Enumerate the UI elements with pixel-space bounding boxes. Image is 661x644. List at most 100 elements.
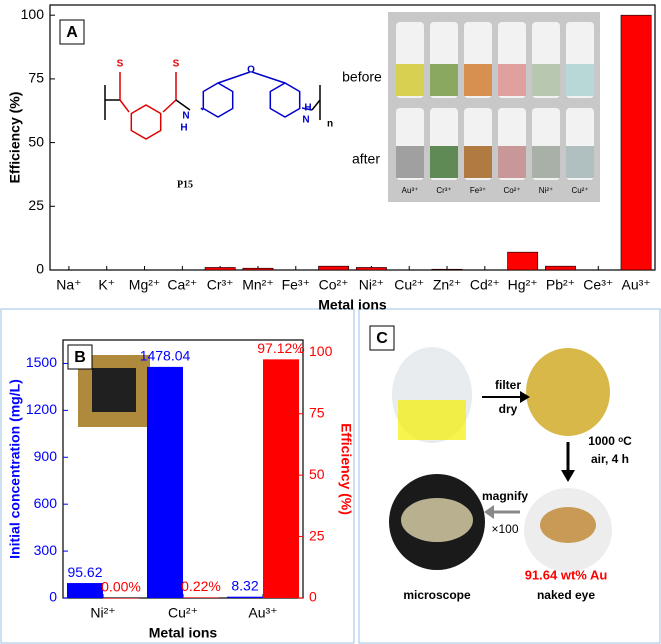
bond xyxy=(119,99,130,113)
bond xyxy=(200,107,204,111)
y2-axis-title: Efficiency (%) xyxy=(338,423,354,515)
panel-label: B xyxy=(74,349,86,366)
inset-row-label: before xyxy=(342,69,382,85)
step-label: magnify xyxy=(482,489,528,503)
x-tick-label: Ce³⁺ xyxy=(583,277,613,293)
y-tick-label: 1500 xyxy=(26,354,57,370)
bond xyxy=(251,71,286,84)
inset-ion-label: Co²⁺ xyxy=(503,186,520,195)
step-label: dry xyxy=(499,402,518,416)
plot-frame xyxy=(49,4,656,271)
bond xyxy=(162,99,177,113)
step-label: filter xyxy=(495,378,521,392)
y-tick-label: 0 xyxy=(49,589,57,605)
atom-label: S xyxy=(117,59,124,70)
bond xyxy=(301,107,313,111)
x-tick-label: Au³⁺ xyxy=(248,605,277,621)
bar xyxy=(147,366,183,598)
x-tick-label: Pb²⁺ xyxy=(546,277,575,293)
vial-liquid xyxy=(430,146,458,178)
bar xyxy=(431,268,463,271)
y-tick-label: 50 xyxy=(28,133,44,149)
value-label: 97.12% xyxy=(257,340,304,356)
bar xyxy=(67,583,103,598)
ring xyxy=(269,82,301,118)
value-label: 95.62 xyxy=(67,564,102,580)
x-tick-label: Cr³⁺ xyxy=(207,277,234,293)
bond xyxy=(217,71,251,84)
x-tick-label: Hg²⁺ xyxy=(508,277,538,293)
panel-c-frame xyxy=(358,308,661,644)
photo-label: microscope xyxy=(403,588,471,602)
panel-label-box xyxy=(67,344,93,370)
vial-liquid xyxy=(532,146,560,178)
y-tick-label: 25 xyxy=(28,197,44,213)
x-tick-label: K⁺ xyxy=(98,277,115,293)
inset-ion-label: Fe³⁺ xyxy=(470,186,486,195)
value-label: 0.00% xyxy=(101,579,141,595)
y-tick-label: 75 xyxy=(28,70,44,86)
bar xyxy=(507,251,539,271)
atom-label: S xyxy=(173,59,180,70)
bar xyxy=(242,267,274,271)
polymer-name: P15 xyxy=(177,179,193,190)
vial-liquid xyxy=(498,64,526,96)
inset-row-label: after xyxy=(352,151,380,167)
beaker-liquid xyxy=(398,400,466,440)
x-tick-label: Ni²⁺ xyxy=(90,605,115,621)
vial-liquid xyxy=(396,64,424,96)
bar xyxy=(545,265,576,271)
bar xyxy=(263,359,299,598)
inset-ion-label: Ni²⁺ xyxy=(539,186,553,195)
y2-tick-label: 100 xyxy=(309,343,333,359)
vial-liquid xyxy=(464,64,492,96)
inset-ion-label: Au³⁺ xyxy=(402,186,419,195)
vial-liquid xyxy=(498,146,526,178)
inset-ion-label: Cr³⁺ xyxy=(436,186,451,195)
y2-tick-label: 75 xyxy=(309,404,325,420)
panel-label: A xyxy=(66,24,78,41)
bar xyxy=(620,14,652,271)
ring xyxy=(202,82,234,118)
bar xyxy=(183,597,219,598)
x-tick-label: Fe³⁺ xyxy=(282,277,310,293)
panel-label: C xyxy=(376,330,388,347)
atom-label: n xyxy=(327,119,333,130)
bar xyxy=(318,265,350,271)
x-tick-label: Cu²⁺ xyxy=(168,605,198,621)
gold-flakes xyxy=(401,498,473,542)
x-tick-label: Cd²⁺ xyxy=(470,277,500,293)
step-label: ×100 xyxy=(491,522,518,536)
bond xyxy=(175,99,191,111)
x-tick-label: Co²⁺ xyxy=(319,277,349,293)
y2-tick-label: 50 xyxy=(309,466,325,482)
arrow-head xyxy=(561,470,575,482)
x-tick-label: Na⁺ xyxy=(56,277,81,293)
purity-label: 91.64 wt% Au xyxy=(525,567,608,582)
x-tick-label: Ni²⁺ xyxy=(359,277,384,293)
bond xyxy=(311,99,321,111)
value-label: 1478.04 xyxy=(140,348,191,364)
x-tick-label: Mg²⁺ xyxy=(129,277,161,293)
vial-liquid xyxy=(532,64,560,96)
y-tick-label: 900 xyxy=(34,448,58,464)
bar xyxy=(204,267,236,271)
powder-photo xyxy=(526,348,610,436)
y-tick-label: 1200 xyxy=(26,401,57,417)
panel-label-box xyxy=(59,19,85,45)
bar xyxy=(103,598,139,599)
x-axis-title: Metal ions xyxy=(318,297,387,313)
y-tick-label: 0 xyxy=(36,261,44,277)
vial-liquid xyxy=(464,146,492,178)
x-tick-label: Au³⁺ xyxy=(622,277,651,293)
atom-label: H xyxy=(304,103,311,114)
value-label: 8.32 xyxy=(231,577,258,593)
x-tick-label: Ca²⁺ xyxy=(167,277,197,293)
bar xyxy=(355,267,387,271)
atom-label: O xyxy=(247,65,255,76)
arrow-head xyxy=(520,391,530,403)
bar xyxy=(227,596,263,598)
atom-label: H xyxy=(180,123,187,134)
ring xyxy=(130,104,162,140)
